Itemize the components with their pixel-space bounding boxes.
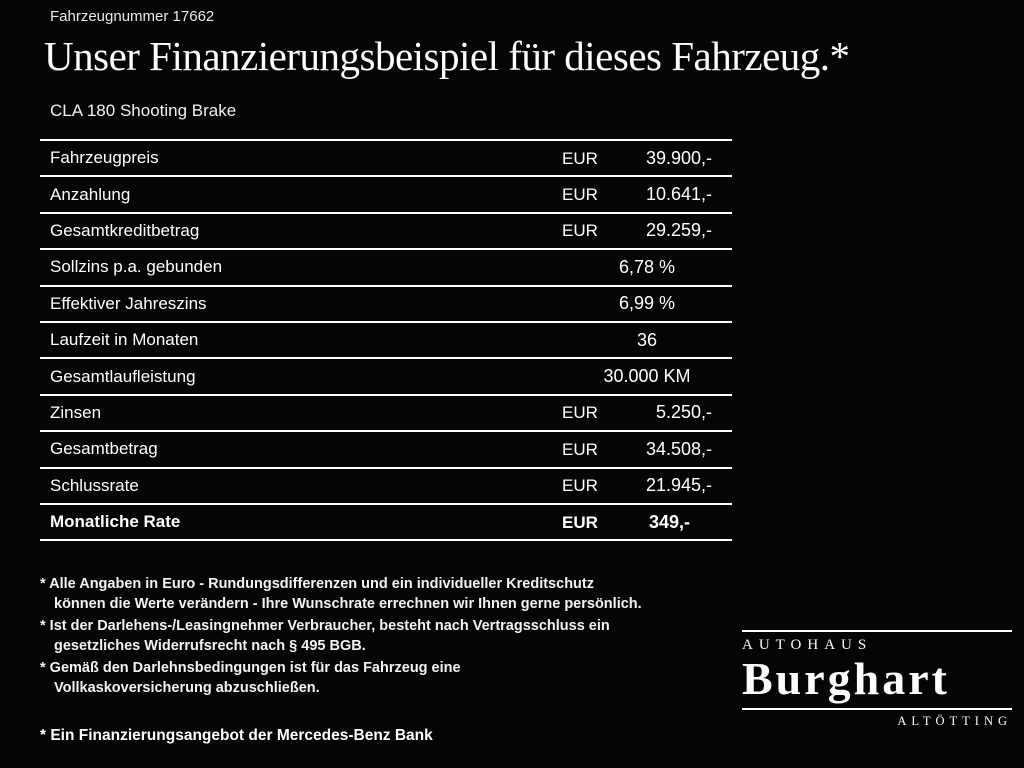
footnotes: * Alle Angaben in Euro - Rundungsdiffere… bbox=[40, 574, 745, 700]
finance-row-label: Anzahlung bbox=[50, 184, 131, 204]
footnote-line: * Alle Angaben in Euro - Rundungsdiffere… bbox=[40, 576, 594, 592]
finance-row-label: Effektiver Jahreszins bbox=[50, 293, 207, 313]
finance-row-values: EUR 34.508,- bbox=[562, 439, 732, 460]
finance-row-value: 30.000 KM bbox=[603, 366, 691, 387]
finance-row-label: Sollzins p.a. gebunden bbox=[50, 257, 223, 277]
finance-row: Sollzins p.a. gebunden 6,78 % bbox=[40, 250, 732, 287]
dealer-logo-autohaus-label: AUTOHAUS bbox=[742, 630, 1012, 654]
finance-row-label: Schlussrate bbox=[50, 475, 139, 495]
finance-row-label: Gesamtkreditbetrag bbox=[50, 220, 200, 240]
finance-row: Gesamtlaufleistung 30.000 KM bbox=[40, 359, 732, 396]
finance-table: Fahrzeugpreis EUR 39.900,- Anzahlung EUR 10.6… bbox=[40, 139, 732, 542]
finance-row-values: EUR 349,- bbox=[562, 512, 732, 533]
finance-row-label: Zinsen bbox=[50, 402, 102, 422]
vehicle-model: CLA 180 Shooting Brake bbox=[50, 101, 237, 120]
finance-row-label: Gesamtlaufleistung bbox=[50, 366, 196, 386]
finance-row-values: EUR 5.250,- bbox=[562, 402, 732, 423]
finance-row-amount: 29.259,- bbox=[645, 220, 712, 241]
footnote-line: gesetzliches Widerrufsrecht nach § 495 B… bbox=[54, 638, 366, 654]
finance-row-value: 36 bbox=[636, 329, 658, 350]
footnote: * Alle Angaben in Euro - Rundungsdiffere… bbox=[40, 574, 745, 614]
finance-row-label: Laufzeit in Monaten bbox=[50, 330, 199, 350]
finance-row-amount: 34.508,- bbox=[645, 438, 712, 459]
vehicle-number: Fahrzeugnummer 17662 bbox=[50, 8, 215, 25]
footnote: * Ist der Darlehens-/Leasingnehmer Verbr… bbox=[40, 616, 745, 656]
footnote-line: Vollkaskoversicherung abzuschließen. bbox=[54, 680, 320, 696]
dealer-logo-divider bbox=[742, 707, 1012, 710]
finance-row: Anzahlung EUR 10.641,- bbox=[40, 177, 732, 214]
currency-label: EUR bbox=[562, 476, 598, 496]
currency-label: EUR bbox=[562, 185, 598, 205]
finance-row-values: EUR 21.945,- bbox=[562, 475, 732, 496]
finance-row-label: Monatliche Rate bbox=[50, 512, 181, 532]
bank-note: * Ein Finanzierungsangebot der Mercedes-… bbox=[40, 727, 433, 744]
currency-label: EUR bbox=[562, 148, 598, 168]
footnote-line: * Ist der Darlehens-/Leasingnehmer Verbr… bbox=[40, 618, 610, 634]
finance-row: Gesamtkreditbetrag EUR 29.259,- bbox=[40, 214, 732, 251]
finance-row-values: EUR 10.641,- bbox=[562, 184, 732, 205]
currency-label: EUR bbox=[562, 439, 598, 459]
page-title: Unser Finanzierungsbeispiel für dieses F… bbox=[44, 33, 850, 79]
dealer-logo-city-label: ALTÖTTING bbox=[897, 713, 1012, 728]
dealer-logo-name: Burghart bbox=[742, 653, 950, 704]
finance-row: Effektiver Jahreszins 6,99 % bbox=[40, 287, 732, 323]
currency-label: EUR bbox=[562, 403, 598, 423]
finance-row-values: EUR 29.259,- bbox=[562, 220, 732, 241]
finance-row: Zinsen EUR 5.250,- bbox=[40, 396, 732, 433]
footnote-line: * Gemäß den Darlehnsbedingungen ist für … bbox=[40, 660, 461, 676]
finance-row: Fahrzeugpreis EUR 39.900,- bbox=[40, 141, 732, 178]
finance-row-amount: 10.641,- bbox=[645, 184, 712, 205]
dealer-logo: AUTOHAUS Burghart ALTÖTTING bbox=[742, 630, 1012, 729]
finance-row-value: 6,99 % bbox=[618, 293, 676, 314]
finance-row-amount: 21.945,- bbox=[645, 475, 712, 496]
finance-row-value: 6,78 % bbox=[618, 256, 676, 277]
footnote: * Gemäß den Darlehnsbedingungen ist für … bbox=[40, 658, 745, 698]
finance-row-values: EUR 39.900,- bbox=[562, 148, 732, 169]
finance-row: Laufzeit in Monaten 36 bbox=[40, 323, 732, 360]
finance-row: Gesamtbetrag EUR 34.508,- bbox=[40, 432, 732, 469]
finance-row-amount: 5.250,- bbox=[655, 402, 712, 423]
footnote-line: können die Werte verändern - Ihre Wunsch… bbox=[54, 596, 642, 612]
finance-row-label: Gesamtbetrag bbox=[50, 439, 158, 459]
finance-row-amount: 39.900,- bbox=[645, 147, 712, 168]
finance-row-label: Fahrzeugpreis bbox=[50, 148, 159, 168]
currency-label: EUR bbox=[562, 512, 598, 532]
finance-row-amount: 349,- bbox=[648, 511, 690, 532]
finance-row: Schlussrate EUR 21.945,- bbox=[40, 469, 732, 505]
currency-label: EUR bbox=[562, 221, 598, 241]
finance-row: Monatliche Rate EUR 349,- bbox=[40, 505, 732, 542]
